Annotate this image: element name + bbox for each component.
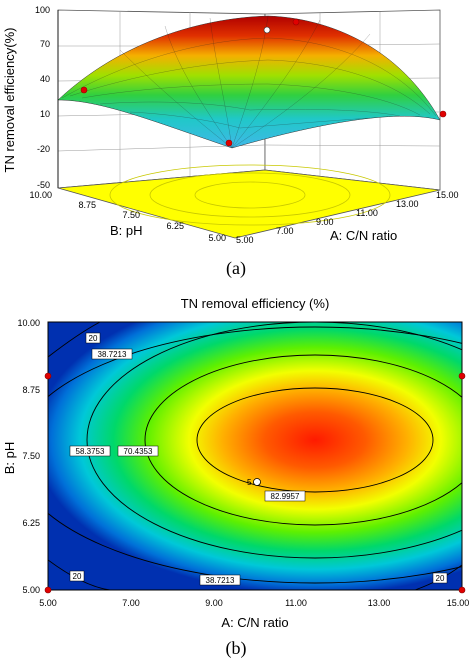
cn-tick: 9.00 — [205, 598, 223, 608]
y-axis-ticks-3d: 10.00 8.75 7.50 6.25 5.00 — [29, 190, 226, 243]
z-tick: 70 — [40, 39, 50, 49]
ph-tick: 10.00 — [29, 190, 52, 200]
caption-b: (b) — [226, 638, 247, 659]
contour-label: 82.9957 — [271, 492, 300, 501]
cn-tick: 13.00 — [396, 199, 419, 209]
contour-20-lower-left — [48, 559, 111, 590]
cn-tick: 5.00 — [39, 598, 57, 608]
design-point — [44, 586, 52, 594]
contour-title: TN removal efficiency (%) — [181, 296, 330, 311]
design-point-markers-3d — [80, 18, 447, 147]
center-point-count: 5 — [247, 478, 252, 487]
z-tick: -50 — [37, 180, 50, 190]
design-point — [458, 586, 466, 594]
y-axis-label-3d: B: pH — [110, 223, 143, 238]
contour-x-label: A: C/N ratio — [221, 615, 288, 630]
ph-tick: 8.75 — [22, 385, 40, 395]
ph-tick: 5.00 — [22, 585, 40, 595]
cn-tick: 11.00 — [285, 598, 307, 608]
ph-tick: 10.00 — [17, 318, 40, 328]
contour-70.4353 — [144, 354, 462, 526]
caption-a: (a) — [226, 258, 246, 279]
floor-plane — [57, 169, 441, 239]
ph-tick: 7.50 — [122, 210, 140, 220]
x-axis-ticks-3d: 5.00 7.00 9.00 11.00 13.00 15.00 — [236, 190, 459, 245]
contour-label: 38.7213 — [98, 350, 127, 359]
design-point-markers-2d: 5 — [44, 372, 466, 594]
contour-lines — [48, 322, 462, 590]
contour-58.3753 — [86, 322, 462, 559]
panel-b-contour-plot: TN removal efficiency (%) 20 38.7213 58.… — [2, 296, 469, 659]
contour-label: 38.7213 — [206, 576, 235, 585]
contour-plot-frame — [47, 321, 463, 591]
cn-tick: 11.00 — [356, 208, 378, 218]
surface-mesh — [61, 15, 437, 149]
contour-y-label: B: pH — [2, 442, 17, 475]
contour-label: 20 — [73, 572, 82, 581]
ph-tick: 6.25 — [22, 518, 40, 528]
contour-38.7213 — [48, 326, 462, 584]
contour-label: 58.3753 — [76, 447, 105, 456]
ph-tick: 5.00 — [208, 233, 226, 243]
z-axis-ticks: 100 70 40 10 -20 -50 — [35, 5, 50, 190]
cn-tick: 7.00 — [122, 598, 140, 608]
ph-tick: 6.25 — [166, 221, 184, 231]
ph-tick: 8.75 — [78, 200, 96, 210]
floor-contours — [109, 164, 391, 226]
x-axis-label-3d: A: C/N ratio — [330, 228, 397, 243]
contour-x-ticks: 5.00 7.00 9.00 11.00 13.00 15.00 — [39, 598, 469, 608]
contour-82.9957 — [196, 387, 434, 493]
contour-label: 70.4353 — [124, 447, 153, 456]
response-surface — [57, 15, 441, 149]
z-tick: 10 — [40, 109, 50, 119]
contour-20-upper-left — [48, 322, 101, 358]
cn-tick: 13.00 — [368, 598, 391, 608]
contour-labels: 20 38.7213 58.3753 70.4353 82.9957 38.72… — [69, 332, 448, 586]
z-tick: -20 — [37, 144, 50, 154]
cn-tick: 7.00 — [276, 226, 294, 236]
z-tick: 40 — [40, 74, 50, 84]
design-point — [44, 372, 52, 380]
cn-tick: 15.00 — [447, 598, 470, 608]
contour-label: 20 — [436, 574, 445, 583]
center-point — [253, 478, 261, 486]
z-tick: 100 — [35, 5, 50, 15]
ph-tick: 7.50 — [22, 451, 40, 461]
contour-y-ticks: 10.00 8.75 7.50 6.25 5.00 — [17, 318, 40, 595]
cn-tick: 9.00 — [316, 217, 334, 227]
z-axis-label: TN removal efficiency(%) — [2, 28, 17, 173]
contour-field — [48, 322, 462, 590]
design-point — [458, 372, 466, 380]
contour-label: 20 — [89, 334, 98, 343]
cn-tick: 15.00 — [436, 190, 459, 200]
panel-a-surface-plot: 100 70 40 10 -20 -50 TN removal efficien… — [2, 5, 459, 279]
cn-tick: 5.00 — [236, 235, 254, 245]
